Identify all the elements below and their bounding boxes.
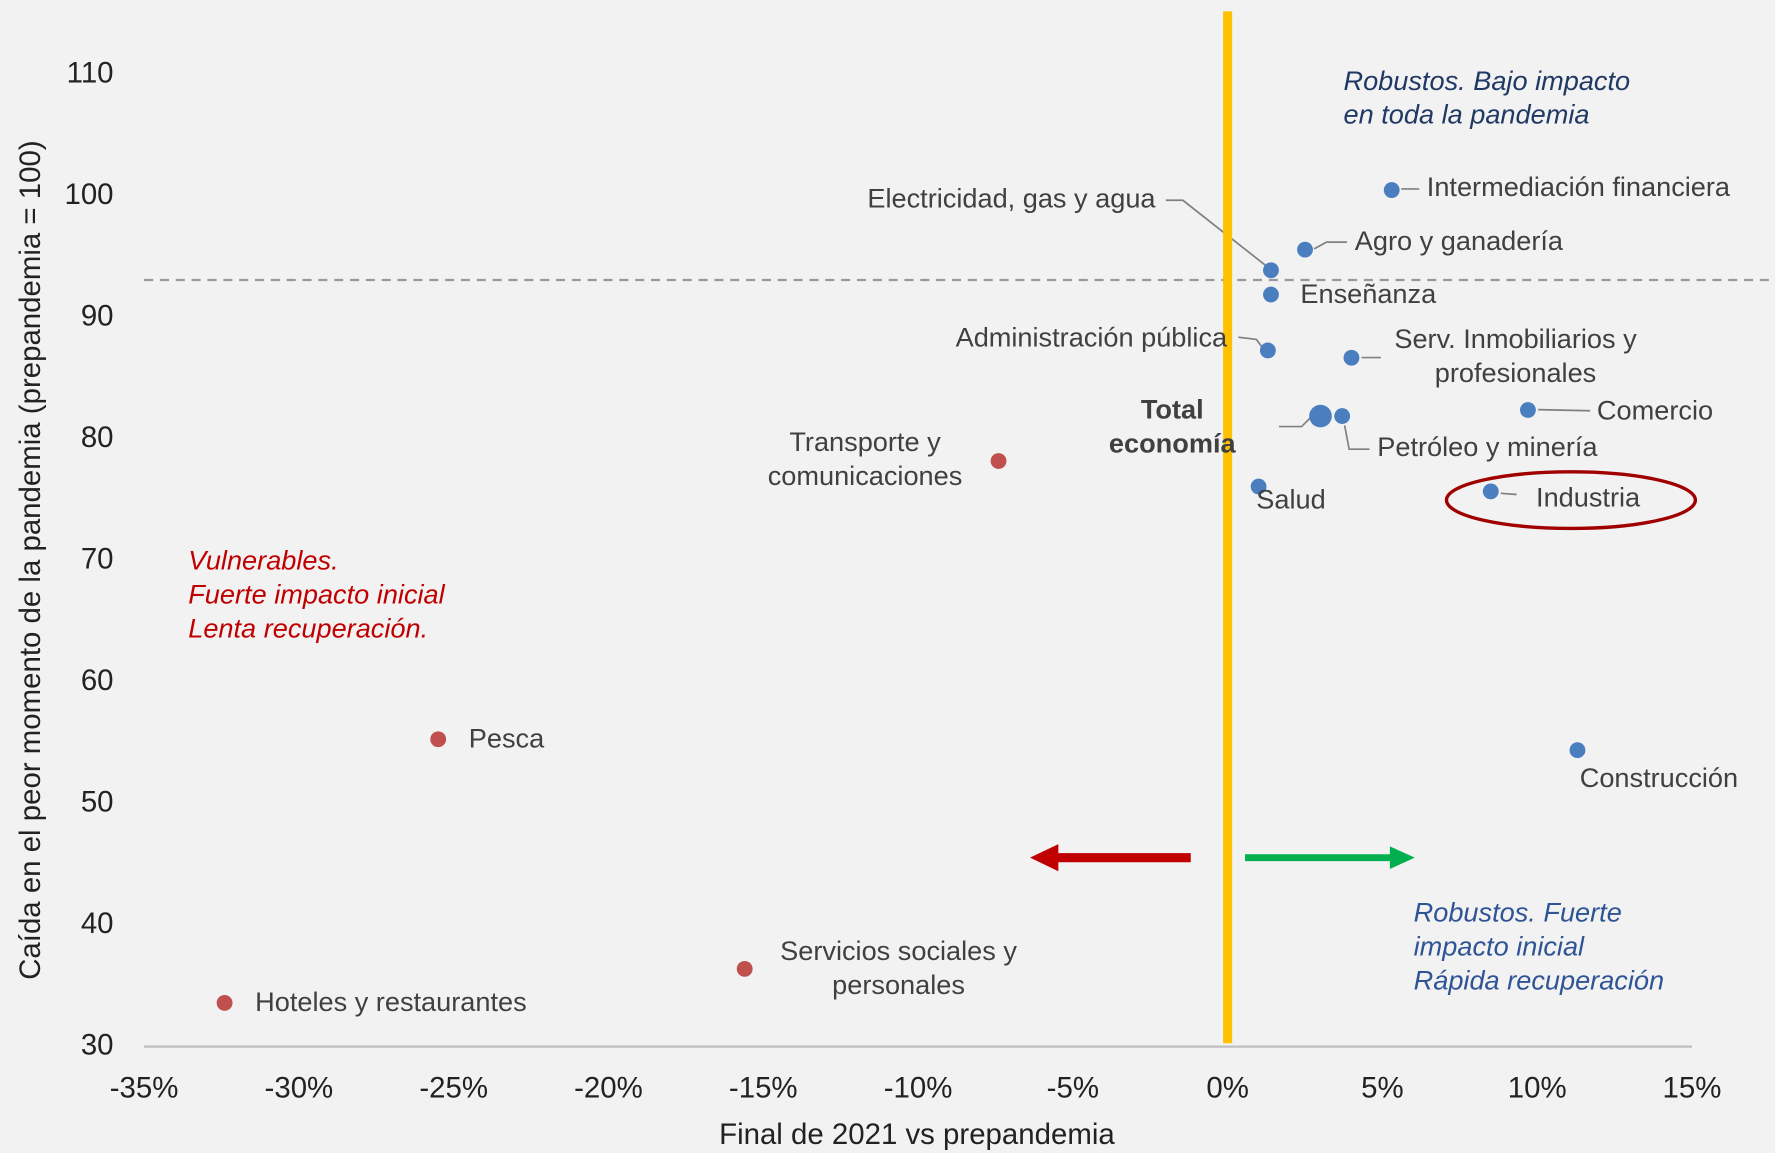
point: [736, 960, 753, 977]
y-tick-label: 30: [81, 1028, 114, 1061]
leader-line: [1538, 408, 1591, 412]
arrow-right-head: [1389, 846, 1415, 869]
point: [1309, 404, 1332, 428]
point-label: Serv. Inmobiliarios y: [1394, 323, 1637, 354]
point-label: Servicios sociales y: [780, 935, 1017, 966]
annotation: Robustos. Fuerte: [1414, 896, 1622, 927]
y-tick-label: 70: [81, 542, 114, 575]
point-label: Enseñanza: [1300, 278, 1437, 309]
y-tick-label: 50: [81, 785, 114, 818]
point-label: Administración pública: [956, 321, 1228, 352]
point-label: profesionales: [1435, 357, 1596, 388]
point: [1263, 286, 1279, 303]
point: [1259, 342, 1276, 359]
y-tick-label: 40: [81, 907, 114, 940]
highlight-ellipse: [1444, 470, 1698, 531]
annotation: Fuerte impacto inicial: [188, 578, 445, 609]
point-label: Hoteles y restaurantes: [255, 986, 527, 1017]
point-label: comunicaciones: [768, 460, 963, 491]
point-label: Petróleo y minería: [1377, 431, 1598, 462]
point-label: Industria: [1536, 481, 1641, 512]
leader-line: [1500, 492, 1517, 496]
point-label: Construcción: [1580, 762, 1738, 793]
annotation: impacto inicial: [1414, 930, 1585, 961]
point: [1263, 262, 1279, 279]
point-label: Comercio: [1597, 394, 1713, 425]
point: [1334, 408, 1351, 425]
x-axis-title: Final de 2021 vs prepandemia: [719, 1118, 1115, 1151]
point-label: Transporte y: [789, 426, 941, 457]
arrows: [1030, 844, 1415, 872]
annotation: Robustos. Bajo impacto: [1343, 65, 1630, 96]
leader-line: [1238, 336, 1264, 350]
annotation: Vulnerables.: [188, 545, 338, 576]
point: [990, 453, 1007, 469]
x-tick-label: -35%: [110, 1071, 179, 1104]
x-tick-label: -20%: [574, 1071, 643, 1104]
point-label: personales: [832, 969, 965, 1000]
y-axis-title: Caída en el peor momento de la pandemia …: [14, 140, 47, 979]
y-tick-label: 100: [64, 178, 113, 211]
x-tick-label: -30%: [265, 1071, 334, 1104]
arrow-left-head: [1030, 844, 1059, 872]
leader-line: [1313, 241, 1347, 250]
point-label: economía: [1109, 428, 1237, 459]
point: [1569, 742, 1586, 759]
leader-line: [1343, 425, 1370, 451]
x-tick-label: 15%: [1663, 1071, 1722, 1104]
x-tick-label: -10%: [884, 1071, 953, 1104]
point-label: Total: [1141, 394, 1204, 425]
point: [1297, 241, 1313, 258]
y-tick-label: 60: [81, 664, 114, 697]
point-label: Intermediación financiera: [1427, 171, 1731, 202]
point: [1520, 402, 1536, 418]
x-tick-label: -25%: [419, 1071, 488, 1104]
leader-line: [1278, 416, 1312, 428]
annotation: Lenta recuperación.: [188, 612, 428, 643]
y-tick-label: 80: [81, 421, 114, 454]
point-label: Salud: [1256, 483, 1325, 514]
x-tick-label: -5%: [1047, 1071, 1099, 1104]
leader-lines: [1165, 188, 1591, 496]
point: [216, 994, 233, 1011]
annotation: en toda la pandemia: [1343, 99, 1589, 130]
y-tick-label: 110: [67, 56, 114, 89]
x-tick-label: 5%: [1361, 1071, 1404, 1104]
point-label: Agro y ganadería: [1355, 225, 1564, 256]
leader-line: [1165, 199, 1269, 268]
x-tick-label: 0%: [1206, 1071, 1249, 1104]
y-tick-label: 90: [81, 299, 114, 332]
x-tick-label: -15%: [729, 1071, 798, 1104]
point: [430, 731, 447, 748]
point: [1383, 182, 1400, 199]
x-tick-label: 10%: [1508, 1071, 1567, 1104]
point-label: Pesca: [469, 723, 545, 754]
point: [1250, 478, 1267, 495]
point: [1482, 483, 1499, 500]
point-label: Electricidad, gas y agua: [867, 182, 1156, 213]
annotation: Rápida recuperación: [1414, 964, 1664, 995]
point: [1343, 349, 1360, 366]
